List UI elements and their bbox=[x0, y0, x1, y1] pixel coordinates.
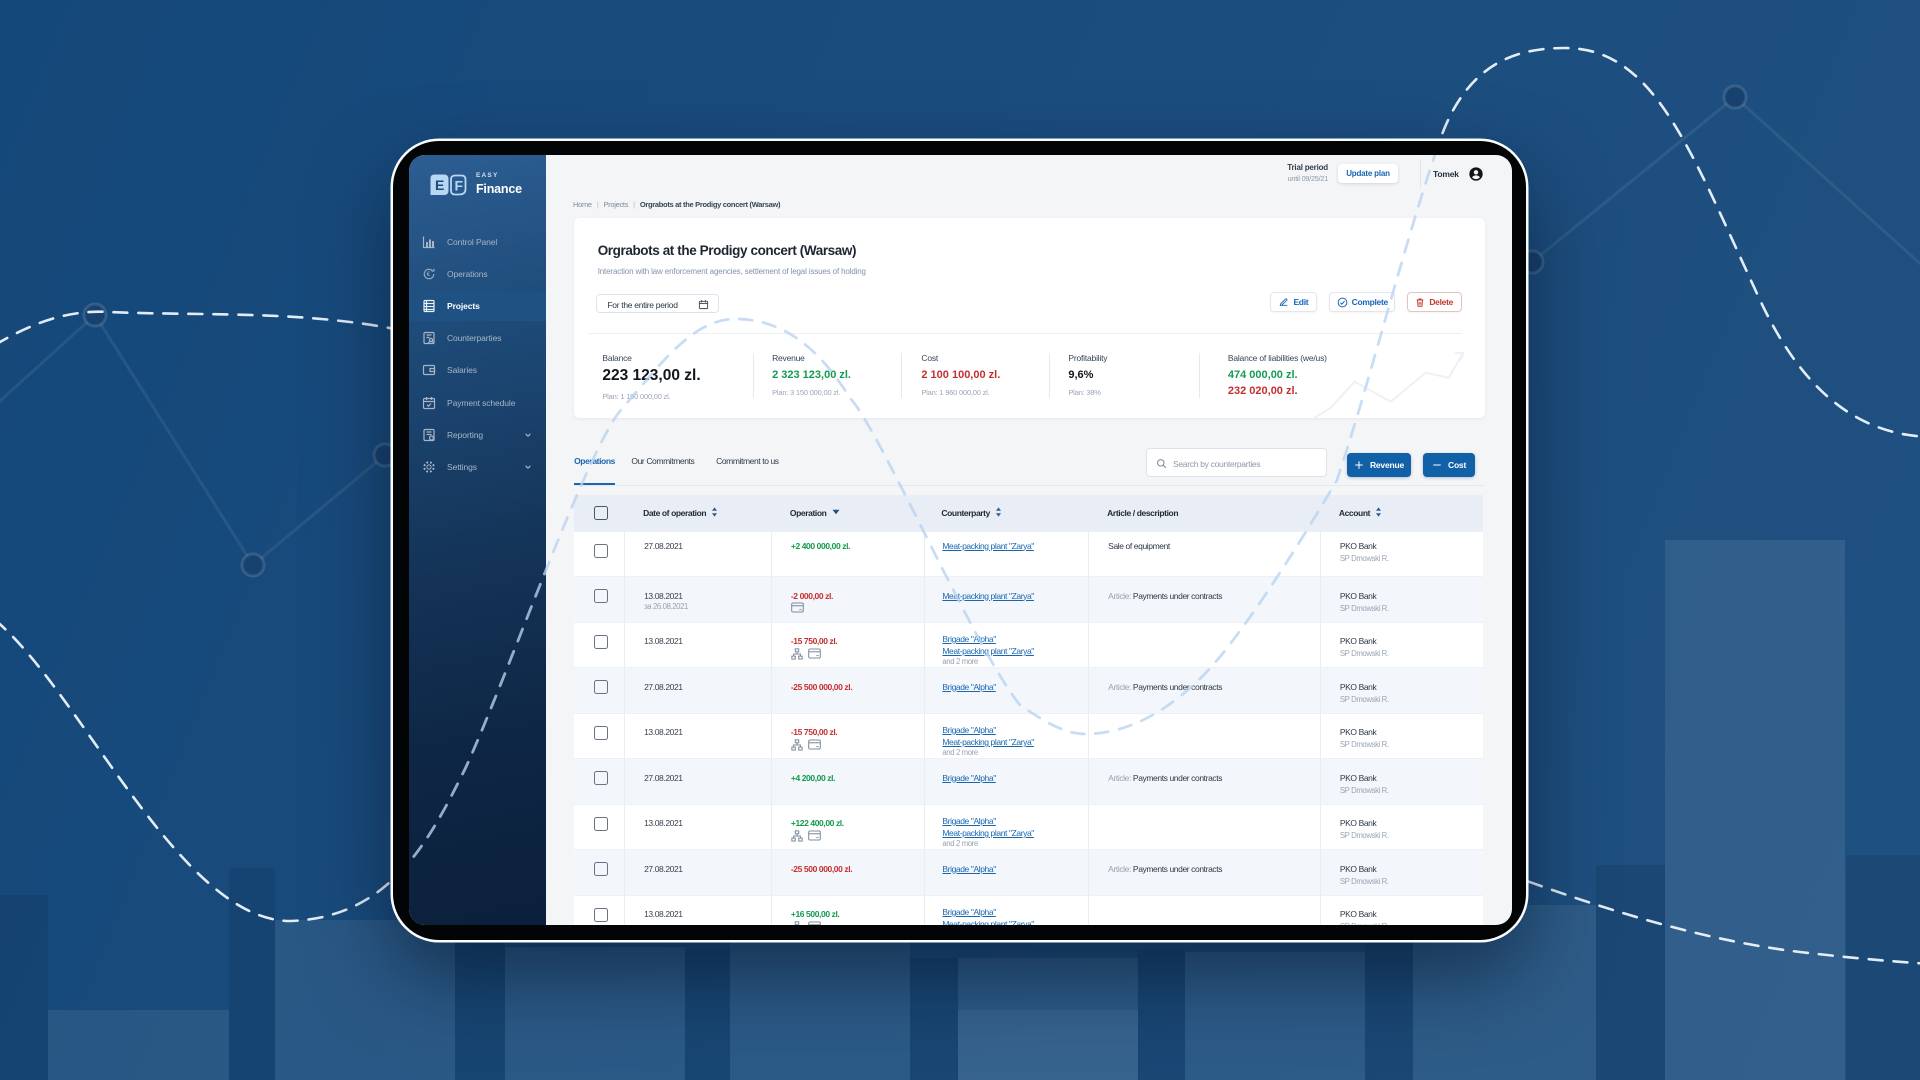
svg-text:E: E bbox=[435, 177, 444, 193]
svg-text:€: € bbox=[427, 271, 431, 278]
svg-text:F: F bbox=[455, 178, 464, 194]
